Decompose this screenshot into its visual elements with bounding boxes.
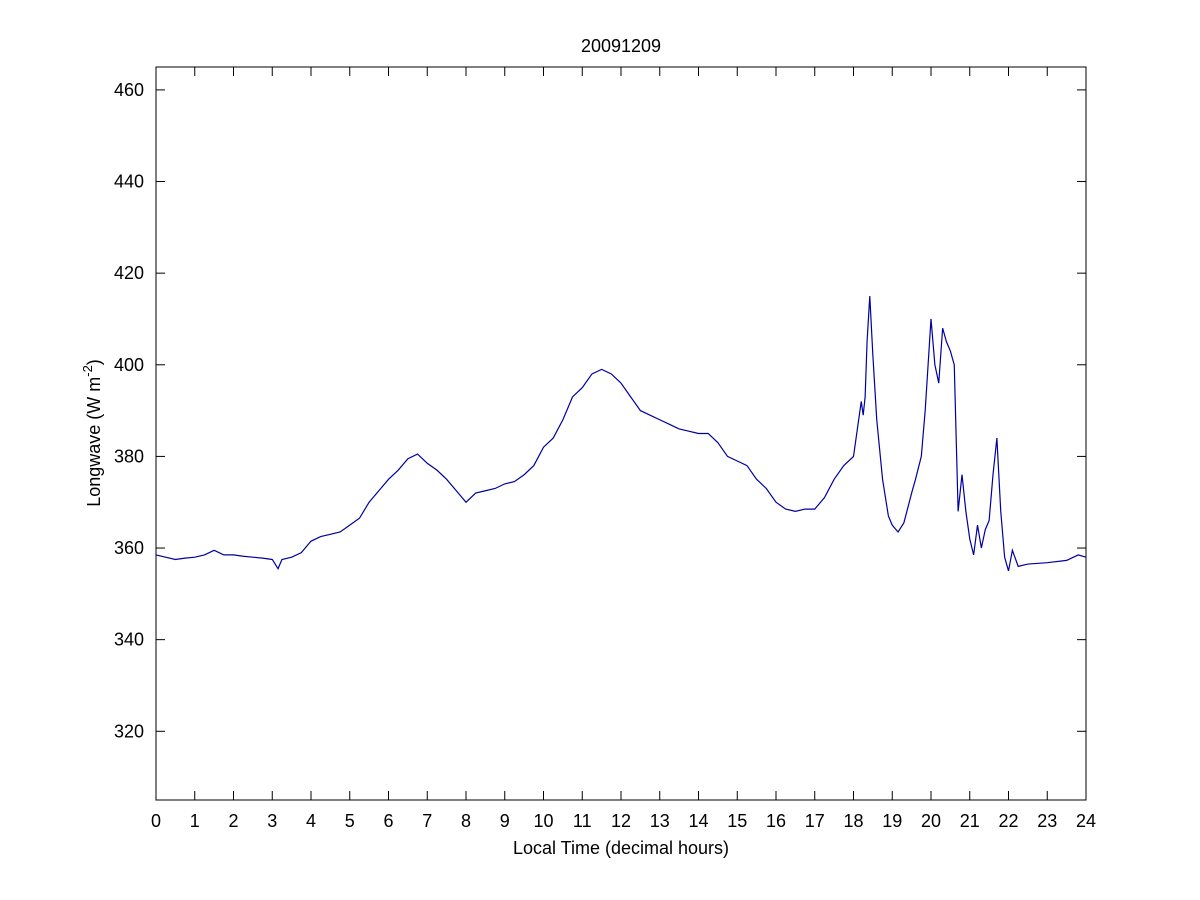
x-tick-label: 22 bbox=[998, 811, 1018, 831]
x-tick-label: 8 bbox=[461, 811, 471, 831]
x-tick-label: 3 bbox=[267, 811, 277, 831]
y-label-exponent: -2 bbox=[80, 365, 95, 377]
x-tick-label: 21 bbox=[960, 811, 980, 831]
x-tick-label: 24 bbox=[1076, 811, 1096, 831]
x-tick-label: 11 bbox=[573, 811, 592, 831]
x-tick-label: 14 bbox=[688, 811, 708, 831]
x-tick-label: 2 bbox=[228, 811, 238, 831]
chart-title: 20091209 bbox=[581, 36, 661, 56]
plot-box bbox=[155, 66, 1087, 801]
x-tick-label: 12 bbox=[611, 811, 631, 831]
x-tick-label: 13 bbox=[650, 811, 670, 831]
x-tick-label: 0 bbox=[151, 811, 161, 831]
y-label-main: Longwave (W m bbox=[84, 377, 104, 507]
x-tick-label: 6 bbox=[383, 811, 393, 831]
y-tick-label: 400 bbox=[114, 355, 144, 375]
y-tick-label: 360 bbox=[114, 538, 144, 558]
y-axis-label: Longwave (W m-2) bbox=[80, 359, 104, 507]
x-tick-label: 20 bbox=[921, 811, 941, 831]
x-tick-label: 5 bbox=[345, 811, 355, 831]
x-tick-label: 4 bbox=[306, 811, 316, 831]
y-label-close: ) bbox=[84, 359, 104, 365]
y-tick-label: 320 bbox=[114, 721, 144, 741]
y-tick-label: 340 bbox=[114, 630, 144, 650]
y-tick-label: 420 bbox=[114, 263, 144, 283]
data-line bbox=[155, 296, 1087, 572]
x-tick-label: 19 bbox=[882, 811, 902, 831]
x-tick-label: 23 bbox=[1037, 811, 1057, 831]
x-tick-label: 7 bbox=[422, 811, 432, 831]
y-tick-label: 380 bbox=[114, 446, 144, 466]
x-axis-label: Local Time (decimal hours) bbox=[513, 838, 729, 858]
x-tick-label: 17 bbox=[805, 811, 825, 831]
x-tick-label: 1 bbox=[190, 811, 200, 831]
x-tick-label: 9 bbox=[500, 811, 510, 831]
x-tick-label: 18 bbox=[843, 811, 863, 831]
x-tick-label: 10 bbox=[533, 811, 553, 831]
x-tick-label: 15 bbox=[727, 811, 747, 831]
y-tick-label: 440 bbox=[114, 172, 144, 192]
y-tick-label: 460 bbox=[114, 80, 144, 100]
x-tick-label: 16 bbox=[766, 811, 786, 831]
